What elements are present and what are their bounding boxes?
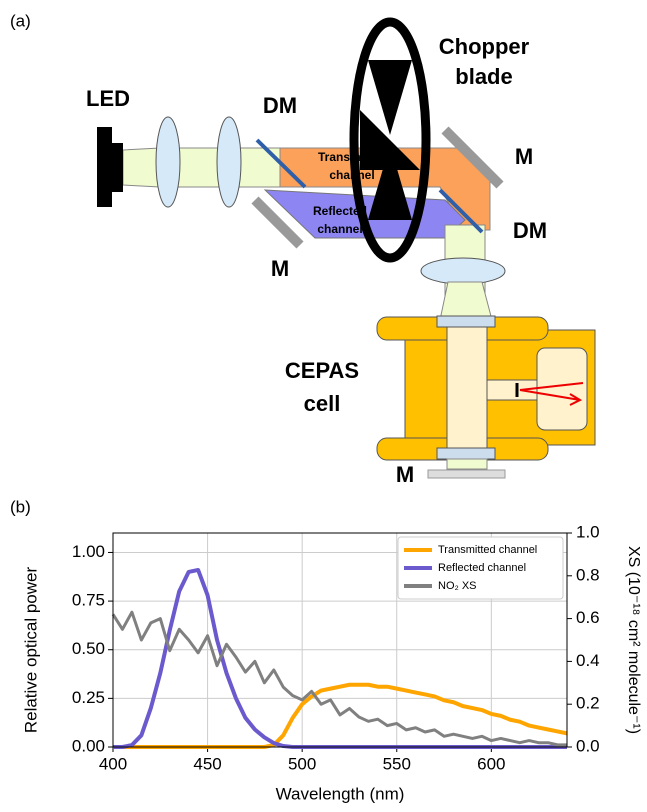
cell-chamber xyxy=(537,348,587,430)
y2-tick-label: 0.2 xyxy=(576,694,600,713)
label: Chopper xyxy=(439,34,530,59)
legend-label: NO₂ XS xyxy=(438,580,477,592)
y2-tick-label: 0.8 xyxy=(576,565,600,584)
lens xyxy=(217,117,241,207)
y2-axis-label: XS (10⁻¹⁸ cm² molecule⁻¹) xyxy=(625,546,642,734)
mirror xyxy=(428,470,505,478)
y-axis-label: Relative optical power xyxy=(21,567,40,734)
label: channel xyxy=(329,168,374,182)
label: M xyxy=(515,144,533,169)
y2-tick-label: 1.0 xyxy=(576,522,600,541)
label: M xyxy=(271,256,289,281)
x-tick-label: 450 xyxy=(193,754,221,773)
x-axis-label: Wavelength (nm) xyxy=(276,784,405,803)
label: blade xyxy=(455,64,512,89)
y-tick-label: 0.25 xyxy=(72,688,105,707)
y-tick-label: 1.00 xyxy=(72,542,105,561)
page: (a) LED DM DM Chopper blade M M M Transm… xyxy=(0,0,647,812)
x-tick-label: 550 xyxy=(383,754,411,773)
label: channel xyxy=(317,222,362,236)
y-tick-label: 0.50 xyxy=(72,639,105,658)
chopper-blade xyxy=(368,60,412,135)
cell-tube xyxy=(447,325,487,450)
label: LED xyxy=(86,86,130,111)
legend-label: Transmitted channel xyxy=(438,544,537,556)
x-tick-label: 500 xyxy=(288,754,316,773)
y-tick-label: 0.00 xyxy=(72,736,105,755)
panel-label: (a) xyxy=(10,11,31,30)
lens xyxy=(156,117,180,207)
label: Reflected xyxy=(313,204,367,218)
panel-label: (b) xyxy=(10,497,31,516)
y2-tick-label: 0.0 xyxy=(576,736,600,755)
window xyxy=(437,448,495,459)
y2-tick-label: 0.4 xyxy=(576,651,600,670)
lens xyxy=(421,258,505,284)
y2-tick-label: 0.6 xyxy=(576,608,600,627)
beam xyxy=(447,459,487,469)
legend-label: Reflected channel xyxy=(438,562,526,574)
led-body xyxy=(97,127,112,207)
diagram: (a) LED DM DM Chopper blade M M M Transm… xyxy=(10,11,595,486)
led-body xyxy=(112,143,123,192)
x-tick-label: 600 xyxy=(477,754,505,773)
label: M xyxy=(396,462,414,487)
cell-channel xyxy=(487,380,539,400)
label: Transmitted xyxy=(318,150,386,164)
label: DM xyxy=(513,218,547,243)
label: DM xyxy=(263,93,297,118)
label: CEPAS xyxy=(285,358,359,383)
series-line xyxy=(113,612,567,745)
window xyxy=(437,316,495,327)
figure: (a) LED DM DM Chopper blade M M M Transm… xyxy=(0,0,647,807)
y-tick-label: 0.75 xyxy=(72,591,105,610)
x-tick-label: 400 xyxy=(99,754,127,773)
label: cell xyxy=(304,391,341,416)
